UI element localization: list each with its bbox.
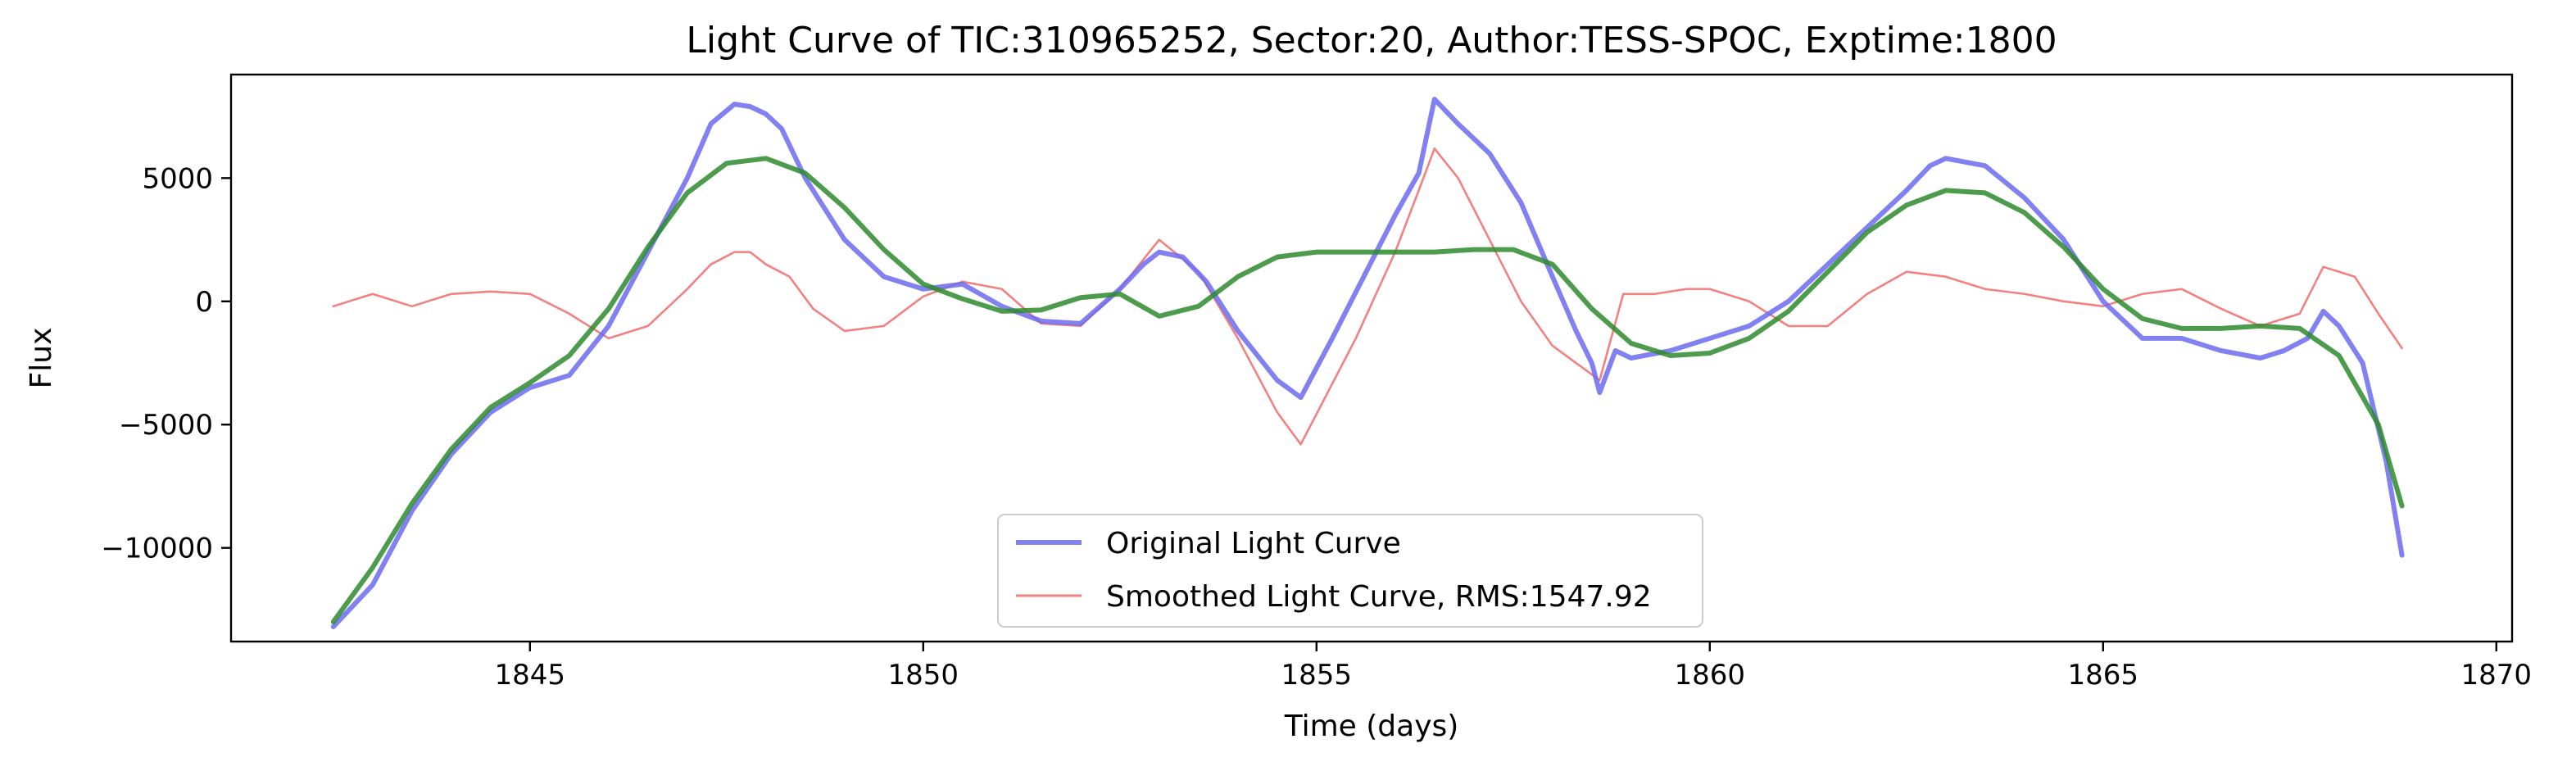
x-tick-label: 1850 xyxy=(888,659,959,692)
series-trend-fit xyxy=(330,156,2405,624)
y-tick-label: −10000 xyxy=(101,533,213,565)
legend-label-smoothed: Smoothed Light Curve, RMS:1547.92 xyxy=(1106,580,1652,614)
series-original-light-curve xyxy=(330,97,2405,629)
legend-box xyxy=(997,514,1703,628)
y-axis-ticks: −10000 −5000 0 5000 xyxy=(101,162,231,565)
y-tick-label: 5000 xyxy=(142,162,213,195)
series-smoothed-light-curve xyxy=(332,147,2403,446)
x-axis-ticks: 1845 1850 1855 1860 1865 1870 xyxy=(495,642,2533,692)
plot-frame xyxy=(229,73,2514,643)
y-axis-label: Flux xyxy=(25,328,58,389)
y-tick-label: −5000 xyxy=(119,409,213,442)
chart-title: Light Curve of TIC:310965252, Sector:20,… xyxy=(686,20,2057,61)
x-tick-label: 1845 xyxy=(495,659,566,692)
x-axis-label: Time (days) xyxy=(1284,710,1459,743)
x-tick-label: 1870 xyxy=(2461,659,2533,692)
series-layer xyxy=(330,97,2405,629)
y-tick-label: 0 xyxy=(195,286,213,319)
x-tick-label: 1860 xyxy=(1675,659,1746,692)
legend: Original Light Curve Smoothed Light Curv… xyxy=(997,514,1703,628)
legend-label-original: Original Light Curve xyxy=(1106,527,1401,560)
x-tick-label: 1865 xyxy=(2068,659,2139,692)
x-tick-label: 1855 xyxy=(1281,659,1353,692)
